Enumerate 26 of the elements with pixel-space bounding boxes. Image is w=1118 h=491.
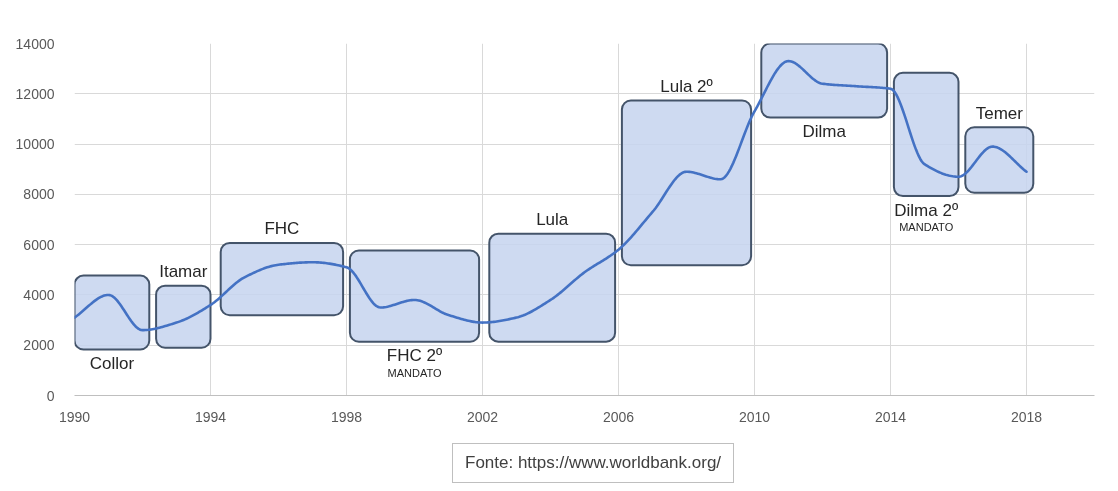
band-label: Collor [89,353,135,373]
band-label: Lula 2º [660,76,713,96]
x-tick-label: 2006 [602,408,635,425]
x-tick-label: 1994 [194,408,227,425]
source-note: Fonte: https://www.worldbank.org/ [465,452,722,474]
x-tick-label: 2014 [874,408,907,425]
y-tick-label: 8000 [23,186,55,203]
y-tick-label: 0 [46,387,55,404]
x-tick-label: 1990 [58,408,91,425]
band-label: Temer [975,103,1024,123]
band-label: Itamar [159,262,208,282]
band-label: FHC [264,219,300,239]
y-tick-label: 12000 [15,85,55,102]
band-label: FHC 2º MANDATO [386,346,443,379]
y-tick-label: 14000 [15,35,55,52]
x-tick-label: 1998 [330,408,363,425]
x-tick-label: 2010 [738,408,771,425]
band-label: Dilma 2º MANDATO [894,200,959,234]
x-tick-label: 2018 [1010,408,1043,425]
y-tick-label: 6000 [23,236,55,253]
band-label: Dilma [802,122,847,142]
x-tick-label: 2002 [466,408,499,425]
y-tick-label: 2000 [23,337,55,354]
band-label: Lula [536,210,569,230]
y-tick-label: 10000 [15,136,55,153]
y-tick-label: 4000 [23,286,55,303]
